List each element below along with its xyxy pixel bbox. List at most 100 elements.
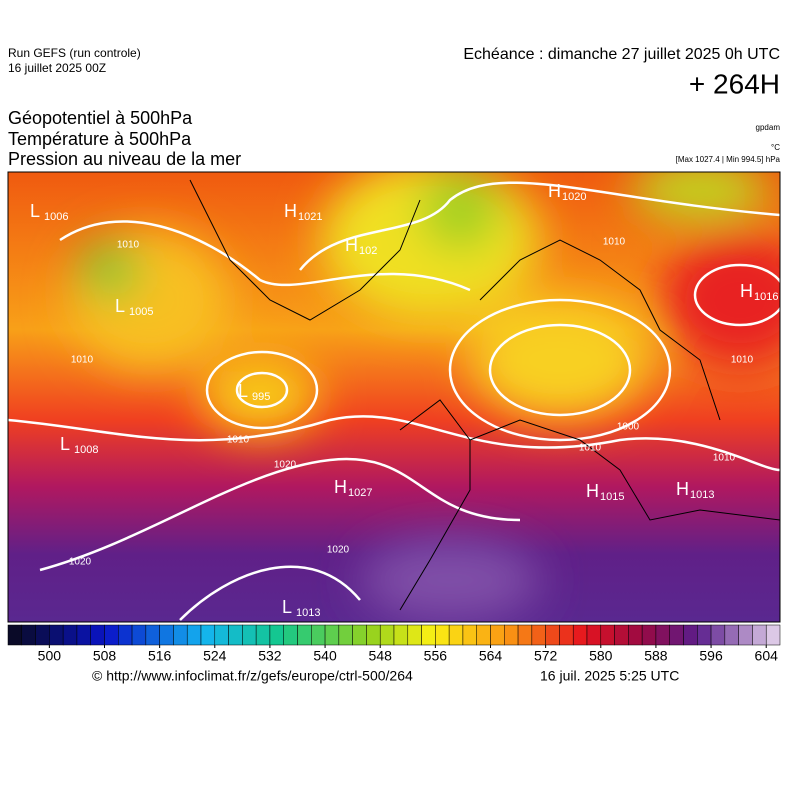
center-letter: L bbox=[60, 434, 70, 454]
center-value: 1021 bbox=[298, 211, 322, 223]
colorbar-label: 548 bbox=[369, 648, 393, 664]
lead-time: + 264H bbox=[689, 68, 780, 99]
colorbar-swatch bbox=[614, 624, 629, 646]
issue-time: 16 juil. 2025 5:25 UTC bbox=[540, 668, 679, 684]
isobar-label: 1020 bbox=[274, 460, 297, 471]
colorbar-swatch bbox=[90, 624, 105, 646]
colorbar-swatch bbox=[407, 624, 422, 646]
isobar-label: 1010 bbox=[117, 240, 140, 251]
center-value: 1013 bbox=[296, 607, 320, 619]
run-date: 16 juillet 2025 00Z bbox=[8, 61, 106, 75]
isobar-label: 1010 bbox=[731, 355, 754, 366]
center-value: 1006 bbox=[44, 211, 68, 223]
colorbar-swatch bbox=[572, 624, 588, 646]
colorbar-label: 532 bbox=[258, 648, 282, 664]
colorbar-swatch bbox=[35, 624, 50, 646]
colorbar-swatch bbox=[531, 624, 546, 646]
valid-time: Echéance : dimanche 27 juillet 2025 0h U… bbox=[463, 46, 780, 63]
colorbar-swatch bbox=[7, 624, 23, 646]
colorbar-swatch bbox=[421, 624, 436, 646]
colorbar-swatch bbox=[118, 624, 133, 646]
isobar-label: 1010 bbox=[603, 237, 626, 248]
map bbox=[8, 172, 780, 622]
run-label: Run GEFS (run controle) bbox=[8, 46, 141, 60]
colorbar-swatch bbox=[76, 624, 91, 646]
center-value: 1008 bbox=[74, 444, 98, 456]
colorbar-swatch bbox=[173, 624, 188, 646]
isobar-label: 1010 bbox=[713, 453, 736, 464]
colorbar-swatch bbox=[214, 624, 229, 646]
isobar-label: 1010 bbox=[227, 435, 250, 446]
colorbar-swatch bbox=[255, 624, 271, 646]
center-value: 995 bbox=[252, 391, 270, 403]
colorbar-label: 524 bbox=[203, 648, 227, 664]
source-url: © http://www.infoclimat.fr/z/gefs/europe… bbox=[92, 668, 413, 684]
colorbar-swatch bbox=[186, 624, 202, 646]
isobar-label: 1010 bbox=[579, 443, 602, 454]
center-value: 102 bbox=[359, 245, 377, 257]
colorbar-label: 588 bbox=[644, 648, 668, 664]
colorbar-swatch bbox=[352, 624, 367, 646]
colorbar-label: 556 bbox=[424, 648, 448, 664]
colorbar-swatch bbox=[448, 624, 464, 646]
title: Température à 500hPa bbox=[8, 129, 192, 149]
colorbar-swatch bbox=[159, 624, 174, 646]
center-letter: H bbox=[586, 481, 599, 501]
colorbar-swatch bbox=[145, 624, 160, 646]
colorbar-swatch bbox=[586, 624, 602, 646]
colorbar-label: 580 bbox=[589, 648, 613, 664]
colorbar-swatch bbox=[476, 624, 491, 646]
colorbar-swatch bbox=[104, 624, 119, 646]
unit: gpdam bbox=[756, 123, 781, 132]
center-letter: H bbox=[548, 181, 561, 201]
colorbar-swatch bbox=[600, 624, 615, 646]
colorbar-swatch bbox=[710, 624, 726, 646]
map-frame bbox=[7, 171, 781, 623]
colorbar-label: 516 bbox=[148, 648, 172, 664]
center-value: 1016 bbox=[754, 291, 778, 303]
colorbar-swatch bbox=[504, 624, 519, 646]
colorbar-swatch bbox=[517, 624, 533, 646]
colorbar-label: 604 bbox=[755, 648, 779, 664]
colorbar-label: 564 bbox=[479, 648, 503, 664]
center-value: 1005 bbox=[129, 306, 153, 318]
colorbar-swatch bbox=[297, 624, 312, 646]
colorbar-swatch bbox=[200, 624, 216, 646]
isobar-label: 1010 bbox=[71, 355, 94, 366]
colorbar-swatch bbox=[683, 624, 698, 646]
center-letter: L bbox=[282, 597, 292, 617]
unit: °C bbox=[771, 143, 780, 152]
colorbar-swatch bbox=[62, 624, 78, 646]
center-value: 1013 bbox=[690, 489, 714, 501]
isobar-label: 1020 bbox=[327, 545, 350, 556]
colorbar-swatch bbox=[131, 624, 147, 646]
colorbar-swatch bbox=[338, 624, 353, 646]
colorbar-swatch bbox=[366, 624, 381, 646]
center-value: 1015 bbox=[600, 491, 624, 503]
isobar-label: 1000 bbox=[617, 422, 640, 433]
colorbar-swatch bbox=[628, 624, 643, 646]
colorbar-swatch bbox=[393, 624, 409, 646]
center-letter: H bbox=[740, 281, 753, 301]
center-letter: L bbox=[115, 296, 125, 316]
center-letter: L bbox=[30, 201, 40, 221]
center-letter: H bbox=[676, 479, 689, 499]
colorbar-swatch bbox=[269, 624, 284, 646]
colorbar-label: 572 bbox=[534, 648, 558, 664]
colorbar-swatch bbox=[49, 624, 64, 646]
colorbar-swatch bbox=[21, 624, 36, 646]
colorbar-label: 540 bbox=[313, 648, 337, 664]
isobar-label: 1020 bbox=[69, 557, 92, 568]
colorbar-label: 596 bbox=[699, 648, 723, 664]
colorbar-swatch bbox=[435, 624, 450, 646]
title: Pression au niveau de la mer bbox=[8, 149, 241, 169]
colorbar-swatch bbox=[490, 624, 505, 646]
colorbar-swatch bbox=[242, 624, 257, 646]
colorbar-swatch bbox=[641, 624, 657, 646]
colorbar-swatch bbox=[724, 624, 739, 646]
colorbar-label: 500 bbox=[38, 648, 62, 664]
colorbar-swatch bbox=[379, 624, 395, 646]
colorbar-swatch bbox=[655, 624, 670, 646]
colorbar-swatch bbox=[765, 624, 781, 646]
